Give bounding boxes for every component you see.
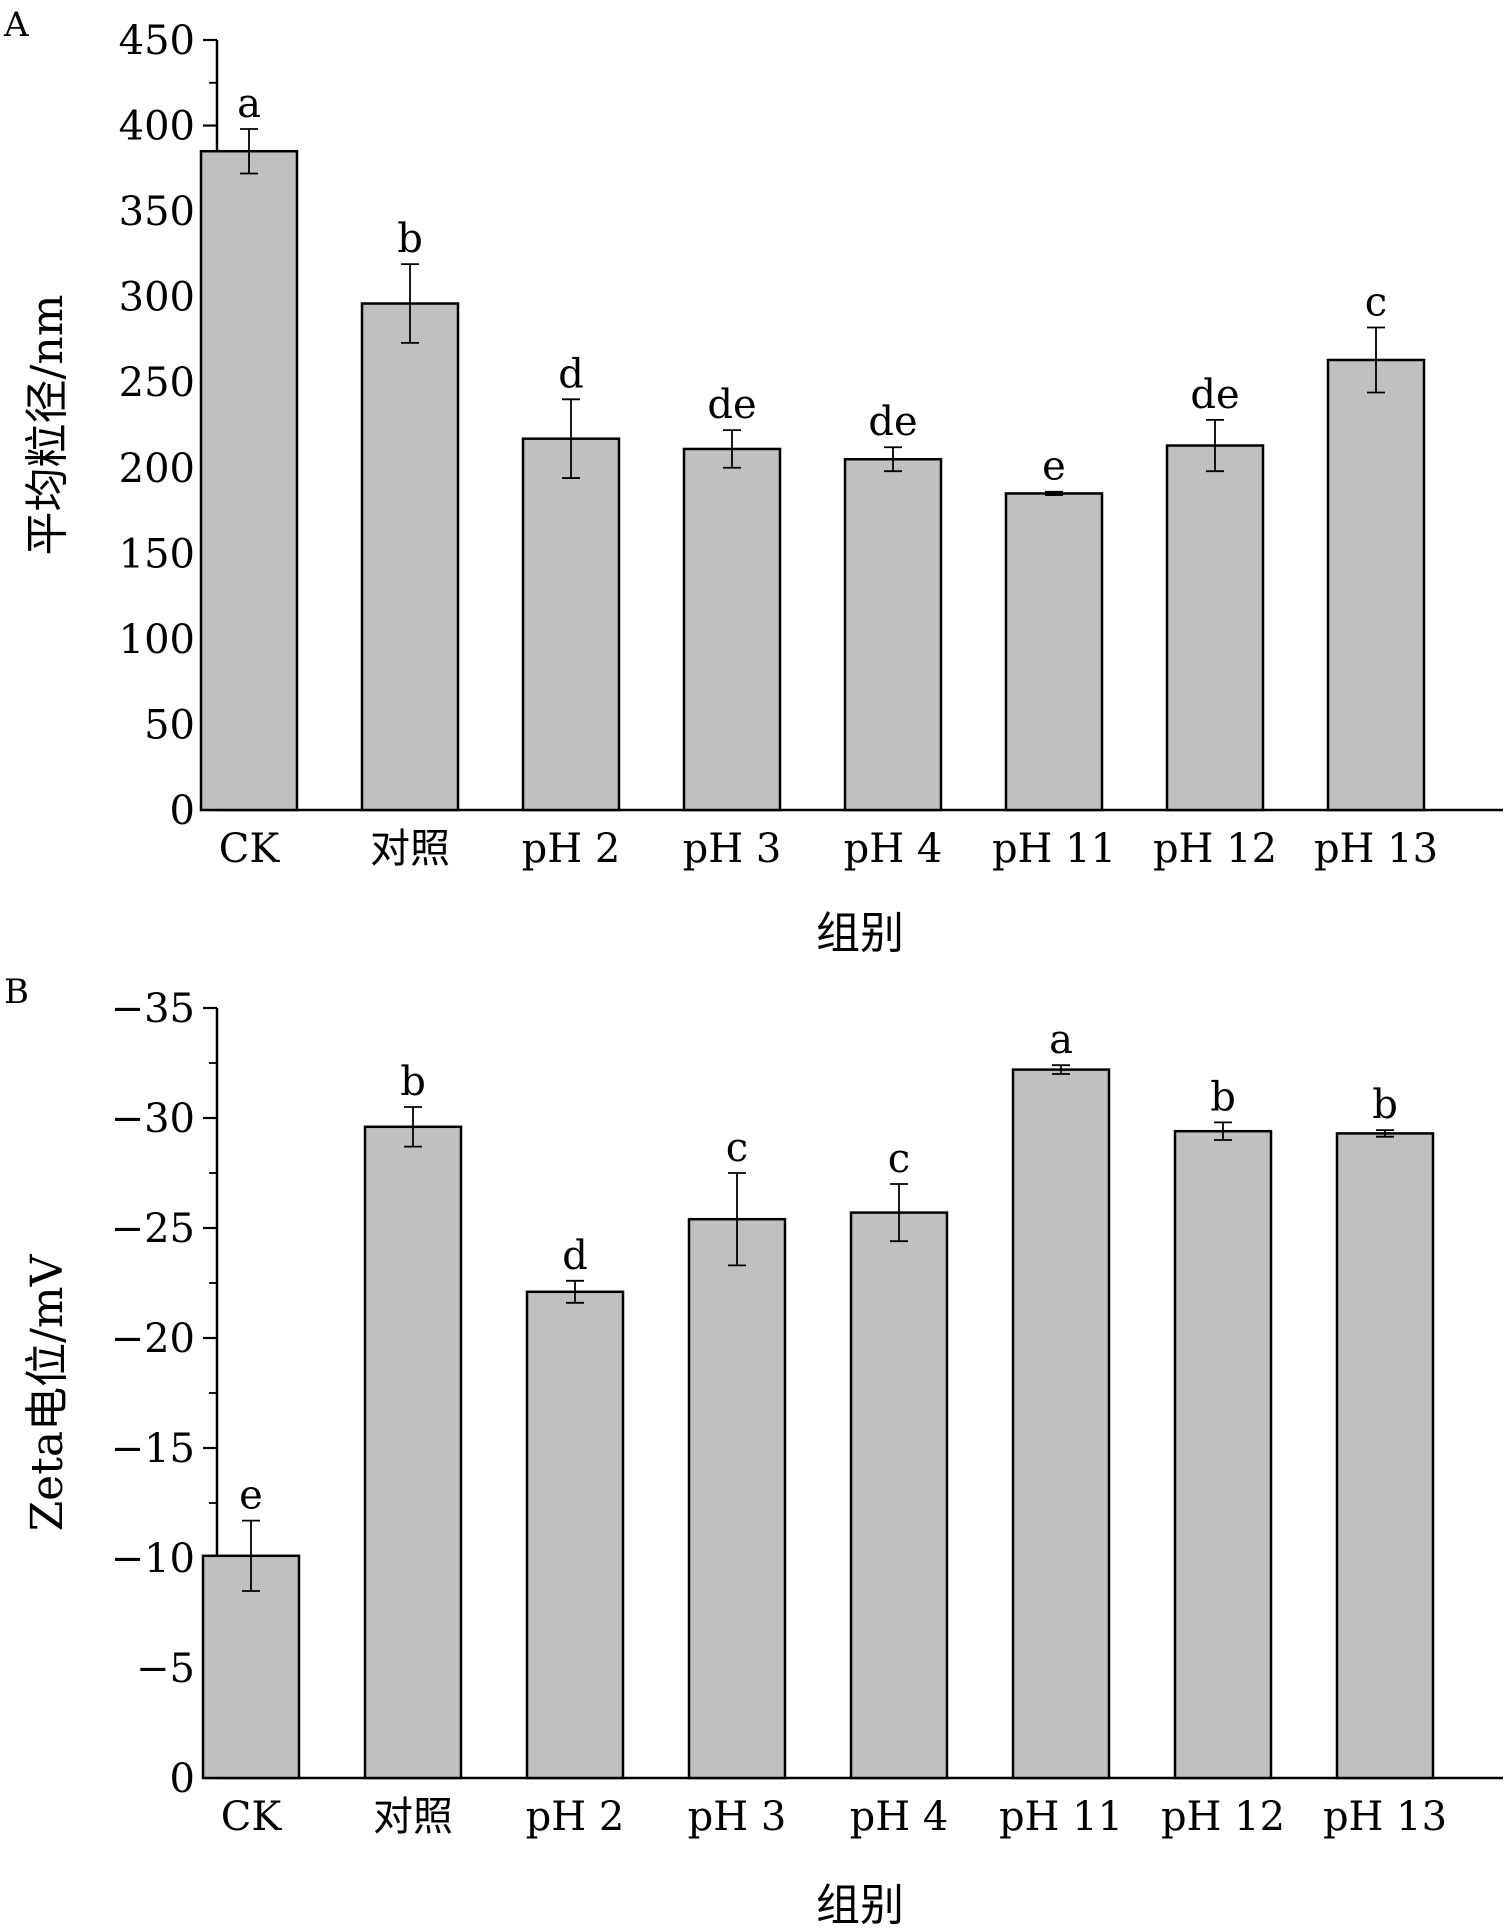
category-label-a: pH 3 (683, 826, 782, 872)
y-tick-label-b: −10 (111, 1536, 195, 1582)
category-label-a: pH 11 (992, 826, 1116, 872)
bar-b (525, 1290, 625, 1780)
significance-label-a: a (237, 81, 261, 127)
y-tick-label-b: −30 (111, 1096, 195, 1142)
significance-label-b: e (239, 1473, 263, 1519)
category-label-a: 对照 (370, 826, 450, 872)
bar-b (363, 1125, 463, 1780)
category-label-b: CK (221, 1794, 283, 1840)
significance-label-b: b (1210, 1074, 1236, 1120)
bar-b (687, 1217, 787, 1780)
significance-label-b: c (888, 1136, 910, 1182)
category-label-b: 对照 (373, 1794, 453, 1840)
bar-a (521, 437, 621, 812)
significance-label-a: d (558, 351, 584, 397)
bar-b (1173, 1129, 1273, 1780)
category-label-a: pH 12 (1153, 826, 1277, 872)
category-label-a: pH 2 (522, 826, 621, 872)
bar-b (849, 1211, 949, 1780)
bar-b (201, 1554, 301, 1780)
y-tick-label-a: 300 (119, 275, 195, 321)
category-label-a: CK (219, 826, 281, 872)
panel-letter-b: B (4, 972, 29, 1012)
y-tick-label-a: 100 (119, 617, 195, 663)
y-axis-title-b: Zeta电位/mV (22, 1253, 73, 1531)
category-label-a: pH 4 (844, 826, 943, 872)
y-tick-label-a: 150 (119, 531, 195, 577)
category-label-a: pH 13 (1314, 826, 1438, 872)
y-tick-label-b: 0 (170, 1756, 195, 1802)
y-tick-label-a: 50 (144, 702, 195, 748)
bar-a (1326, 358, 1426, 812)
y-tick-label-a: 350 (119, 189, 195, 235)
bar-a (1165, 444, 1265, 812)
category-label-b: pH 4 (850, 1794, 949, 1840)
significance-label-b: d (562, 1233, 588, 1279)
y-tick-label-b: −15 (111, 1426, 195, 1472)
significance-label-b: b (400, 1059, 426, 1105)
bar-b (1335, 1132, 1435, 1780)
bar-a (843, 457, 943, 812)
y-tick-label-b: −20 (111, 1316, 195, 1362)
y-tick-label-a: 400 (119, 104, 195, 150)
panel-a: A 平均粒径/nm 组别 0 50 100 150 200 250 300 350 400 450… (3, 5, 1503, 959)
y-tick-label-a: 0 (170, 788, 195, 834)
bar-a (682, 447, 782, 812)
bar-a (199, 149, 299, 812)
y-tick-label-a: 250 (119, 360, 195, 406)
y-tick-label-a: 200 (119, 446, 195, 492)
x-axis-title-b: 组别 (816, 1880, 904, 1930)
category-label-b: pH 13 (1323, 1794, 1447, 1840)
x-axis-title-a: 组别 (816, 908, 904, 959)
y-axis-title-a: 平均粒径/nm (22, 295, 73, 556)
category-label-b: pH 3 (688, 1794, 787, 1840)
significance-label-a: de (707, 382, 756, 428)
significance-label-b: a (1049, 1017, 1073, 1063)
significance-label-a: e (1042, 444, 1066, 490)
panel-b: B Zeta电位/mV 组别 0 −5 −10 −15 −20 −25 −30 −35 e CK b… (4, 972, 1503, 1930)
significance-label-b: c (726, 1125, 748, 1171)
panel-letter-a: A (3, 5, 29, 45)
significance-label-a: de (1190, 372, 1239, 418)
y-tick-label-a: 450 (119, 18, 195, 64)
y-tick-label-b: −25 (111, 1206, 195, 1252)
bar-b (1011, 1068, 1111, 1780)
bar-a (1004, 492, 1104, 812)
significance-label-a: de (868, 399, 917, 445)
category-label-b: pH 12 (1161, 1794, 1285, 1840)
significance-label-a: c (1365, 279, 1387, 325)
category-label-b: pH 2 (526, 1794, 625, 1840)
y-tick-label-b: −35 (111, 986, 195, 1032)
significance-label-a: b (397, 216, 423, 262)
significance-label-b: b (1372, 1082, 1398, 1128)
y-tick-label-b: −5 (136, 1646, 195, 1692)
category-label-b: pH 11 (999, 1794, 1123, 1840)
bar-a (360, 302, 460, 812)
